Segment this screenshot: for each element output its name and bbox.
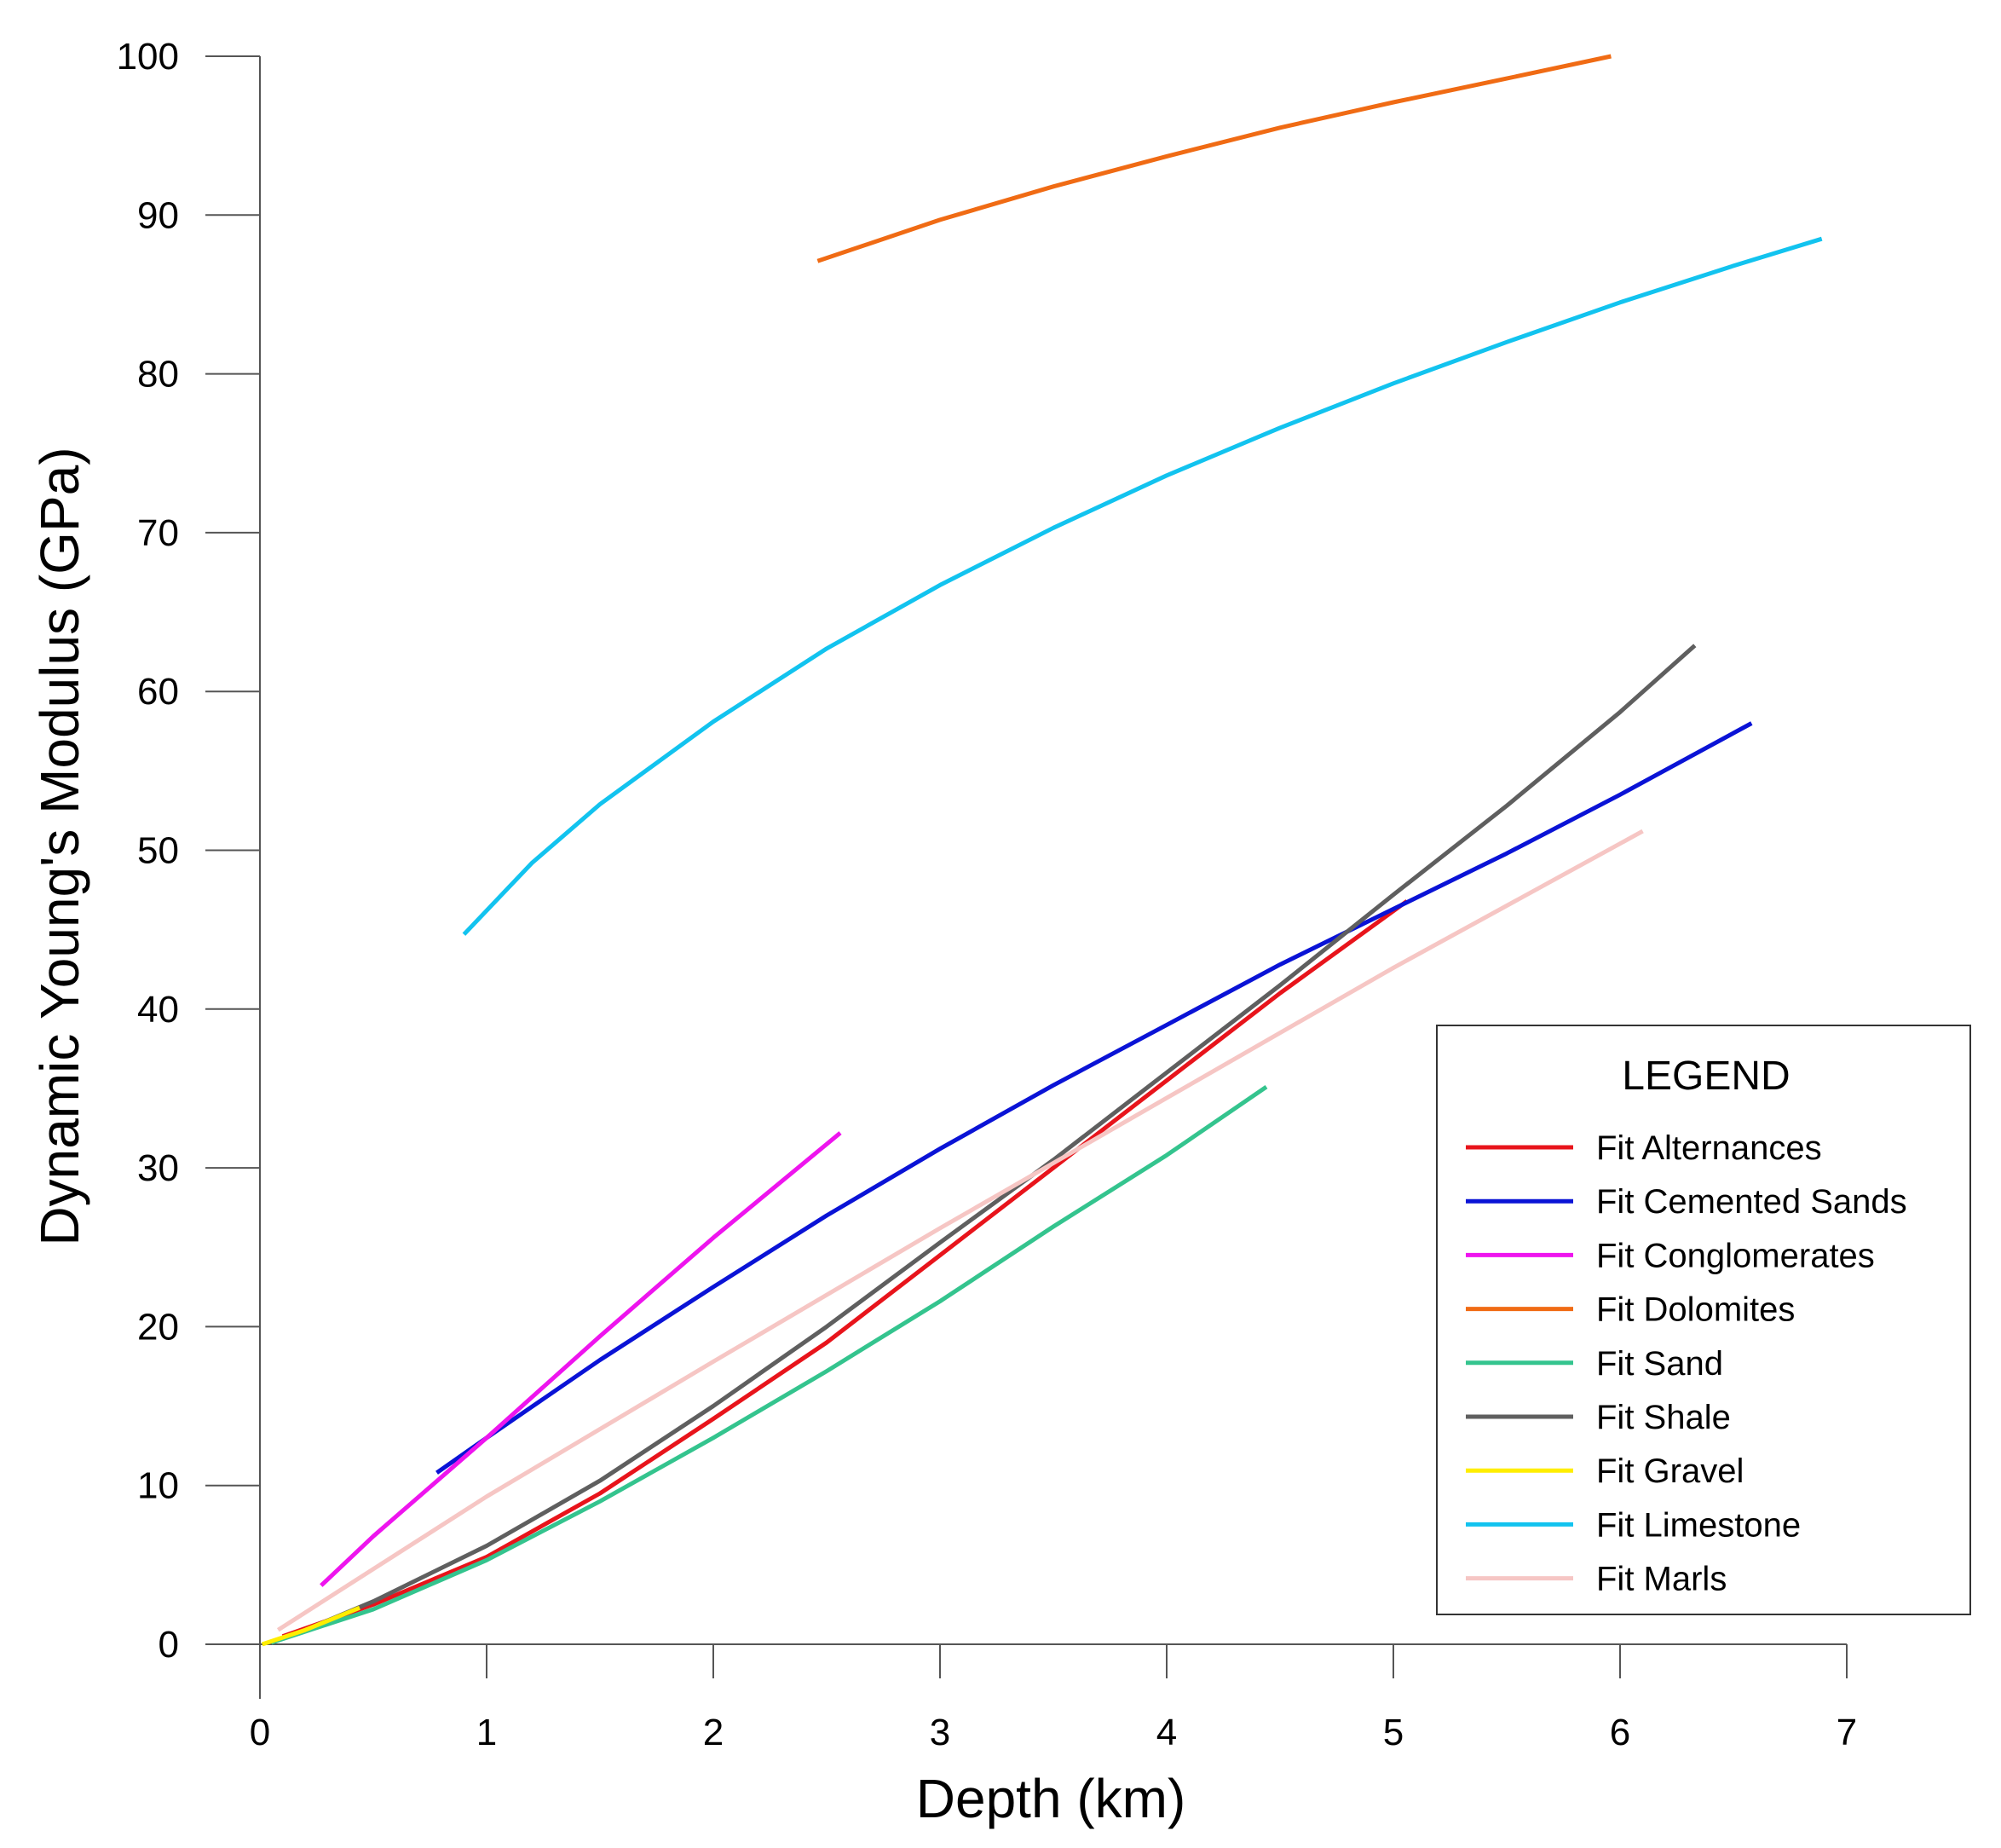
x-tick-label: 4 — [1156, 1712, 1177, 1753]
y-tick-label: 0 — [159, 1624, 179, 1666]
y-tick-label: 20 — [137, 1306, 179, 1348]
y-tick-label: 90 — [137, 194, 179, 236]
legend-label-fit-conglomerates: Fit Conglomerates — [1596, 1237, 1875, 1274]
y-tick-label: 40 — [137, 989, 179, 1031]
x-axis-title: Depth (km) — [916, 1768, 1186, 1829]
x-tick-label: 6 — [1610, 1712, 1630, 1753]
legend-label-fit-cemented-sands: Fit Cemented Sands — [1596, 1183, 1907, 1221]
series-line-fit-conglomerates — [320, 1131, 842, 1587]
legend-label-fit-marls: Fit Marls — [1596, 1561, 1727, 1598]
legend-label-fit-gravel: Fit Gravel — [1596, 1452, 1744, 1490]
y-tick-label: 60 — [137, 671, 179, 713]
y-axis-title: Dynamic Young's Modulus (GPa) — [29, 447, 90, 1245]
series-line-fit-alternances — [281, 899, 1409, 1639]
x-tick-label: 2 — [703, 1712, 724, 1753]
x-tick-label: 1 — [476, 1712, 497, 1753]
legend-box — [1436, 1025, 1971, 1615]
series-line-fit-marls — [276, 829, 1644, 1632]
legend-label-fit-alternances: Fit Alternances — [1596, 1129, 1822, 1167]
series-line-fit-shale — [315, 644, 1697, 1627]
legend-label-fit-sand: Fit Sand — [1596, 1345, 1723, 1383]
legend-items: Fit Alternances Fit Cemented Sands Fit Con… — [1466, 1129, 1907, 1598]
series-line-fit-dolomites — [816, 54, 1612, 263]
y-tick-label: 10 — [137, 1465, 179, 1507]
series-line-fit-gravel — [261, 1605, 360, 1647]
y-tick-label: 50 — [137, 830, 179, 872]
x-tick-label: 7 — [1837, 1712, 1857, 1753]
y-tick-label: 30 — [137, 1147, 179, 1189]
series-line-fit-cemented-sands — [435, 721, 1753, 1475]
legend-label-fit-shale: Fit Shale — [1596, 1399, 1731, 1436]
series-line-fit-limestone — [462, 236, 1823, 936]
x-tick-label: 5 — [1383, 1712, 1404, 1753]
x-tick-label: 0 — [250, 1712, 270, 1753]
series-line-fit-sand — [270, 1085, 1268, 1645]
y-tick-label: 80 — [137, 354, 179, 396]
legend-label-fit-dolomites: Fit Dolomites — [1596, 1291, 1795, 1329]
x-tick-label: 3 — [930, 1712, 950, 1753]
legend: LEGEND Fit Alternances Fit Cemented Sands… — [1436, 1025, 1971, 1615]
series-lines — [261, 54, 1823, 1647]
legend-title: LEGEND — [1622, 1054, 1790, 1099]
y-tick-label: 70 — [137, 512, 179, 554]
legend-label-fit-limestone: Fit Limestone — [1596, 1506, 1801, 1544]
y-tick-label: 100 — [117, 36, 179, 78]
